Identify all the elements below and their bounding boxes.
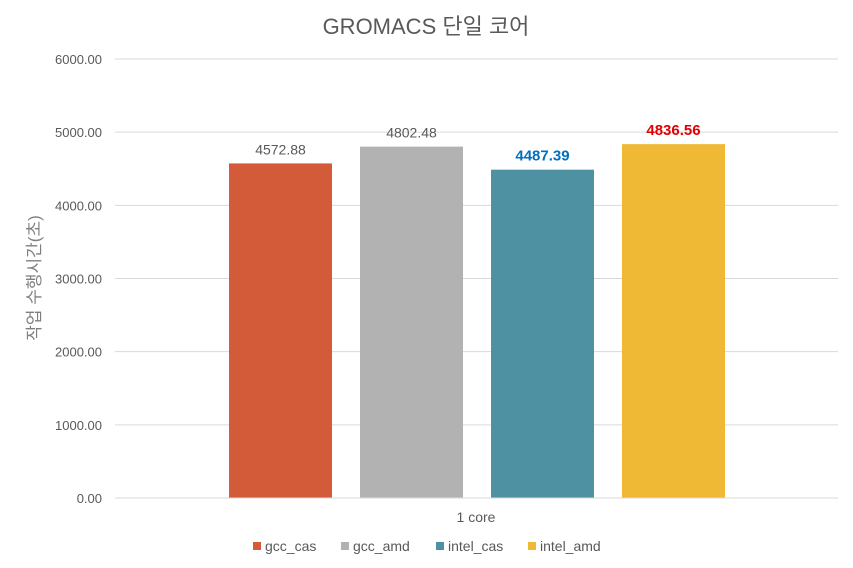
bar-gcc-amd: [360, 146, 463, 499]
data-labels: 4572.88 4802.48 4487.39 4836.56: [255, 122, 700, 165]
chart-title: GROMACS 단일 코어: [323, 14, 530, 39]
legend-item-intel-cas: intel_cas: [436, 538, 503, 554]
legend: gcc_cas gcc_amd intel_cas intel_amd: [253, 538, 601, 554]
y-tick-label: 6000.00: [55, 52, 102, 67]
legend-label: intel_amd: [540, 538, 601, 554]
legend-label: gcc_cas: [265, 538, 316, 554]
y-tick-label: 2000.00: [55, 345, 102, 360]
legend-label: intel_cas: [448, 538, 503, 554]
legend-swatch: [341, 542, 349, 550]
data-label-gcc-cas: 4572.88: [255, 141, 306, 157]
legend-item-intel-amd: intel_amd: [528, 538, 601, 554]
legend-label: gcc_amd: [353, 538, 410, 554]
legend-item-gcc-cas: gcc_cas: [253, 538, 316, 554]
data-label-intel-cas: 4487.39: [515, 148, 569, 165]
legend-swatch: [253, 542, 261, 550]
y-tick-label: 3000.00: [55, 272, 102, 287]
y-axis-ticks: 0.00 1000.00 2000.00 3000.00 4000.00 5000.00 6…: [55, 52, 102, 506]
legend-swatch: [436, 542, 444, 550]
y-tick-label: 1000.00: [55, 418, 102, 433]
y-axis-label: 작업 수행시간(초): [25, 215, 44, 341]
y-tick-label: 4000.00: [55, 198, 102, 213]
data-label-intel-amd: 4836.56: [646, 122, 700, 139]
bar-intel-amd: [622, 144, 725, 498]
bar-gcc-cas: [229, 163, 332, 499]
gridlines: [115, 58, 838, 499]
bar-intel-cas: [491, 169, 594, 498]
bars: [115, 144, 838, 499]
x-category-label: 1 core: [457, 509, 496, 525]
data-label-gcc-amd: 4802.48: [386, 125, 437, 141]
legend-swatch: [528, 542, 536, 550]
y-tick-label: 5000.00: [55, 125, 102, 140]
legend-item-gcc-amd: gcc_amd: [341, 538, 410, 554]
y-tick-label: 0.00: [77, 491, 102, 506]
